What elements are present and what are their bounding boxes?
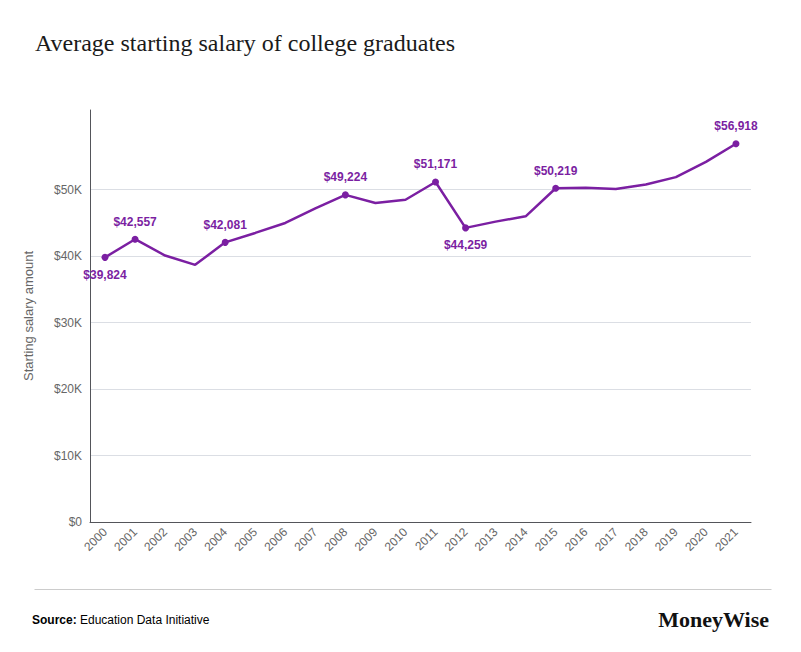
svg-text:2010: 2010	[382, 525, 411, 554]
svg-text:$56,918: $56,918	[714, 119, 758, 133]
svg-text:2007: 2007	[292, 525, 321, 554]
svg-text:$40K: $40K	[54, 249, 82, 263]
svg-text:2001: 2001	[111, 525, 140, 554]
svg-text:2017: 2017	[592, 525, 621, 554]
svg-text:2011: 2011	[412, 525, 440, 553]
svg-text:$49,224: $49,224	[324, 170, 368, 184]
svg-text:Education Data Initiative: Education Data Initiative	[80, 613, 210, 627]
svg-text:2018: 2018	[622, 525, 651, 554]
svg-text:$51,171: $51,171	[414, 157, 458, 171]
svg-text:2021: 2021	[712, 525, 741, 554]
svg-text:2003: 2003	[171, 525, 200, 554]
svg-text:2020: 2020	[682, 525, 711, 554]
svg-text:2005: 2005	[231, 525, 260, 554]
svg-text:2002: 2002	[141, 525, 170, 554]
svg-text:2016: 2016	[562, 525, 591, 554]
svg-text:$39,824: $39,824	[83, 268, 127, 282]
svg-text:$42,557: $42,557	[113, 215, 157, 229]
svg-text:Average starting salary of col: Average starting salary of college gradu…	[35, 30, 455, 56]
svg-text:2008: 2008	[322, 525, 351, 554]
svg-text:$42,081: $42,081	[204, 218, 248, 232]
svg-text:$44,259: $44,259	[444, 238, 488, 252]
svg-text:$50K: $50K	[54, 183, 82, 197]
svg-text:2006: 2006	[261, 525, 290, 554]
svg-text:2009: 2009	[352, 525, 381, 554]
svg-text:2013: 2013	[472, 525, 501, 554]
svg-text:$20K: $20K	[54, 382, 82, 396]
svg-text:$0: $0	[69, 515, 83, 529]
svg-text:$10K: $10K	[54, 449, 82, 463]
svg-text:2004: 2004	[201, 525, 230, 554]
svg-text:2015: 2015	[532, 525, 561, 554]
svg-text:2014: 2014	[502, 525, 531, 554]
svg-text:2012: 2012	[442, 525, 471, 554]
svg-text:Starting salary amount: Starting salary amount	[21, 251, 36, 381]
svg-text:$50,219: $50,219	[534, 164, 578, 178]
svg-text:$30K: $30K	[54, 316, 82, 330]
svg-text:2019: 2019	[652, 525, 681, 554]
svg-text:2000: 2000	[81, 525, 110, 554]
svg-text:MoneyWise: MoneyWise	[658, 607, 769, 632]
svg-text:Source:: Source:	[32, 613, 77, 627]
